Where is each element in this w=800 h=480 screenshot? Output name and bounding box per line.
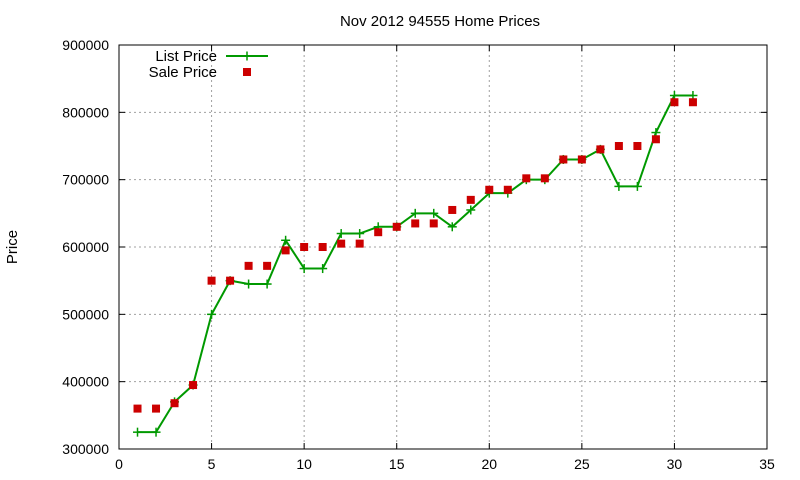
series-list-price [133,91,698,437]
sale-price-point [614,142,623,150]
sale-price-point [466,195,475,204]
sale-price-point [596,145,605,154]
list-price-point [632,181,642,191]
list-price-point [355,229,365,239]
list-price-point [447,222,457,232]
y-tick-label: 300000 [62,441,109,457]
list-price-point [336,229,346,239]
sale-price-point [688,98,697,107]
series-sale-price [133,98,697,413]
sale-price-point [670,98,679,107]
list-price-point [262,279,272,289]
series-layer [133,91,698,437]
x-tick-label: 5 [208,456,216,472]
list-price-point [244,279,254,289]
sale-price-point [392,222,401,231]
sale-price-point [281,246,290,255]
x-tick-label: 15 [389,456,405,472]
x-tick-label: 20 [481,456,497,472]
sale-price-point [170,399,179,408]
axis-ticks: 0 5 10 15 20 25 30 35 300000 400000 500000 600000 70… [62,37,775,472]
x-tick-label: 10 [296,456,312,472]
sale-price-point [577,155,586,164]
sale-price-point [355,239,364,248]
y-tick-label: 700000 [62,172,109,188]
list-price-point [207,309,217,319]
y-tick-label: 900000 [62,37,109,53]
sale-price-point [411,219,420,228]
x-tick-label: 0 [115,456,123,472]
sale-price-point [374,228,383,237]
sale-price-point [485,185,494,194]
sale-price-point [522,174,531,183]
list-price-point [466,205,476,215]
sale-price-point [152,404,161,413]
sale-price-point [559,155,568,164]
y-tick-label: 400000 [62,374,109,390]
x-tick-label: 30 [667,456,683,472]
grid-lines [119,45,767,449]
list-price-point [429,208,439,218]
y-axis-label: Price [4,230,21,264]
sale-price-point [133,404,142,413]
sale-price-point [300,243,309,251]
sale-price-point [189,381,198,390]
sale-price-point [337,239,346,248]
sale-price-point [263,261,272,270]
sale-price-point [226,276,235,285]
list-price-point [299,264,309,274]
sale-price-point [633,142,642,150]
sale-price-point [318,243,327,251]
y-tick-label: 800000 [62,104,109,120]
sale-price-point [207,276,216,285]
legend-square-marker [243,68,251,76]
sale-price-point [429,219,438,228]
legend-label: List Price [155,48,217,65]
list-price-point [151,427,161,437]
list-price-point [410,208,420,218]
plot-frame [118,44,768,450]
y-tick-label: 500000 [62,306,109,322]
legend-label: Sale Price [149,64,217,81]
chart-title: Nov 2012 94555 Home Prices [340,13,540,30]
sale-price-point [651,135,660,144]
list-price-point [133,427,143,437]
sale-price-point [448,205,457,214]
sale-price-point [503,185,512,194]
legend-plus-marker [242,51,252,61]
sale-price-point [244,261,253,270]
list-price-point [614,181,624,191]
x-tick-label: 35 [759,456,775,472]
sale-price-point [540,174,549,183]
list-price-point [281,235,291,245]
x-tick-label: 25 [574,456,590,472]
list-price-point [318,264,328,274]
y-tick-label: 600000 [62,239,109,255]
